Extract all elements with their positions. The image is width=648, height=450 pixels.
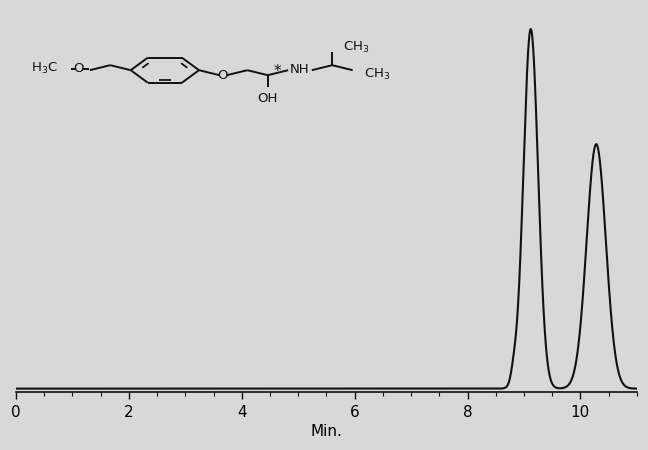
Point — [41, 77, 49, 83]
Line: 2 pts: 2 pts — [131, 70, 148, 83]
Text: $\mathsf{H_3C}$: $\mathsf{H_3C}$ — [32, 61, 58, 76]
Line: 2 pts: 2 pts — [248, 70, 268, 75]
Point — [26, 91, 34, 96]
Text: OH: OH — [257, 92, 278, 105]
Point — [23, 80, 31, 85]
Point — [41, 65, 49, 71]
Point — [37, 82, 45, 87]
Line: 2 pts: 2 pts — [312, 65, 332, 70]
Point — [27, 70, 35, 76]
Point — [17, 81, 25, 86]
Point — [19, 82, 27, 87]
Point — [39, 82, 47, 87]
Text: $\mathsf{CH_3}$: $\mathsf{CH_3}$ — [364, 67, 390, 82]
Line: 2 pts: 2 pts — [199, 70, 220, 75]
Line: 2 pts: 2 pts — [182, 58, 199, 70]
Point — [24, 76, 32, 81]
Point — [33, 82, 41, 87]
Line: 2 pts: 2 pts — [332, 65, 353, 70]
Line: 2 pts: 2 pts — [131, 58, 148, 70]
Point — [27, 94, 35, 99]
Line: 2 pts: 2 pts — [227, 70, 248, 75]
Point — [35, 98, 43, 104]
Point — [35, 87, 43, 92]
Point — [23, 82, 30, 87]
Line: 2 pts: 2 pts — [181, 63, 187, 68]
Point — [24, 70, 32, 76]
Line: 2 pts: 2 pts — [110, 65, 131, 70]
Point — [24, 94, 32, 99]
Point — [35, 87, 43, 92]
Point — [28, 80, 36, 85]
Point — [27, 94, 35, 99]
Point — [41, 77, 49, 83]
X-axis label: Min.: Min. — [310, 424, 342, 439]
Line: 2 pts: 2 pts — [90, 65, 110, 70]
Line: 2 pts: 2 pts — [143, 63, 148, 68]
Line: 2 pts: 2 pts — [268, 70, 288, 75]
Point — [24, 70, 32, 76]
Point — [29, 82, 36, 87]
Point — [27, 70, 35, 76]
Point — [33, 82, 41, 87]
Point — [18, 81, 26, 86]
Point — [35, 87, 43, 92]
Point — [43, 82, 51, 87]
Point — [29, 82, 36, 87]
Text: $\mathsf{CH_3}$: $\mathsf{CH_3}$ — [343, 40, 370, 55]
Point — [21, 77, 29, 83]
Point — [24, 94, 32, 99]
Text: NH: NH — [290, 63, 309, 76]
Text: O: O — [217, 69, 228, 82]
Text: O: O — [73, 62, 84, 75]
Point — [30, 87, 38, 92]
Point — [27, 76, 35, 81]
Text: *: * — [274, 64, 282, 79]
Point — [31, 87, 39, 92]
Point — [41, 77, 49, 83]
Point — [21, 77, 29, 83]
Point — [29, 82, 36, 87]
Point — [23, 82, 30, 87]
Point — [17, 81, 25, 86]
Point — [25, 91, 33, 96]
Line: 2 pts: 2 pts — [182, 70, 199, 83]
Point — [19, 81, 27, 86]
Point — [23, 82, 30, 87]
